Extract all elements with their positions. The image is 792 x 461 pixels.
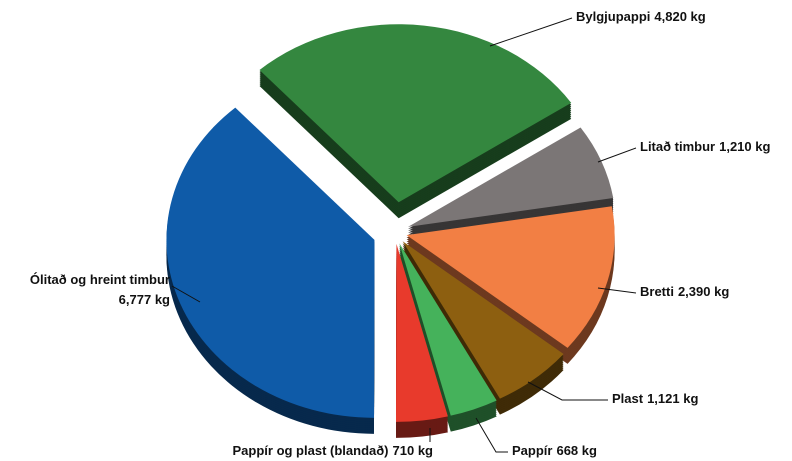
slice <box>399 243 497 416</box>
data-label: Ólitað og hreint timbur 6,777 kg <box>30 272 170 307</box>
value-label: 1,121 kg <box>647 391 698 406</box>
data-label: Bretti 2,390 kg <box>640 284 729 299</box>
data-label: Plast 1,121 kg <box>612 391 698 406</box>
value-label: 1,210 kg <box>719 139 770 154</box>
data-label: Pappír 668 kg <box>512 443 597 458</box>
slice <box>408 127 614 227</box>
value-label: 710 kg <box>393 443 434 458</box>
data-label: Pappír og plast (blandað) 710 kg <box>233 443 434 458</box>
value-label: 6,777 kg <box>119 292 170 307</box>
slice <box>402 241 564 399</box>
slice <box>406 206 615 348</box>
slice <box>259 24 572 203</box>
value-label: 4,820 kg <box>654 9 705 24</box>
category-label: Plast <box>612 391 644 406</box>
leader-line <box>489 17 573 47</box>
category-label: Ólitað og hreint timbur <box>30 272 170 287</box>
leader-line <box>597 287 637 294</box>
value-label: 668 kg <box>556 443 597 458</box>
category-label: Litað timbur <box>640 139 715 154</box>
category-label: Bylgjupappi <box>576 9 650 24</box>
category-label: Pappír og plast (blandað) <box>233 443 389 458</box>
category-label: Bretti <box>640 284 674 299</box>
value-label: 2,390 kg <box>678 284 729 299</box>
leader-line <box>597 147 637 163</box>
slice <box>166 107 375 418</box>
leader-line <box>171 285 201 303</box>
data-label: Litað timbur 1,210 kg <box>640 139 770 154</box>
data-label: Bylgjupappi 4,820 kg <box>576 9 706 24</box>
leader-line <box>527 381 608 401</box>
slice <box>396 243 448 422</box>
leader-line <box>475 417 508 453</box>
category-label: Pappír <box>512 443 552 458</box>
